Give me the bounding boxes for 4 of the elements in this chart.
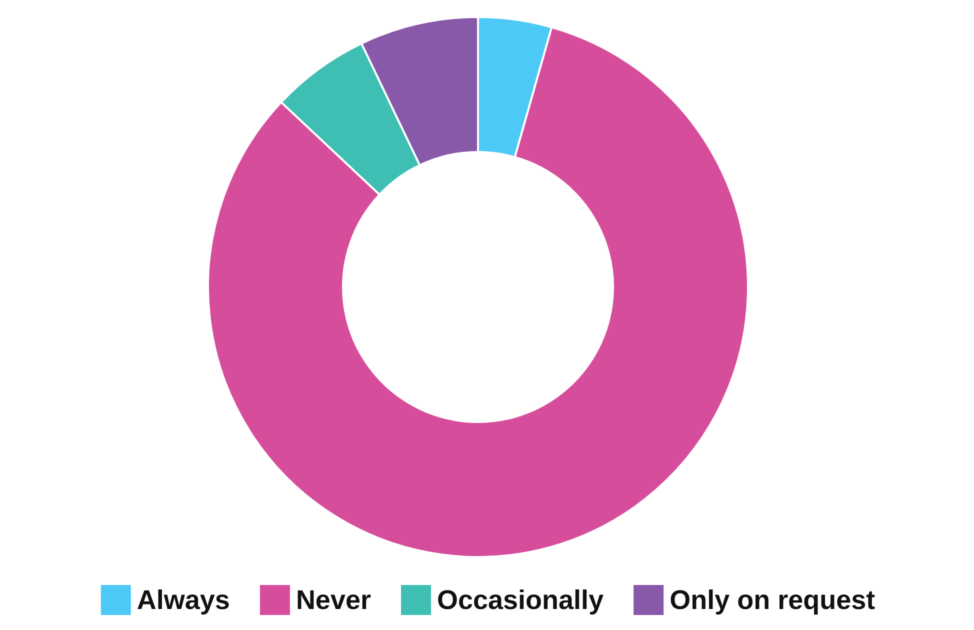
legend-label: Only on request bbox=[670, 585, 876, 615]
legend-label: Occasionally bbox=[436, 585, 604, 615]
legend-label: Always bbox=[136, 585, 230, 615]
legend-label: Never bbox=[296, 585, 372, 615]
